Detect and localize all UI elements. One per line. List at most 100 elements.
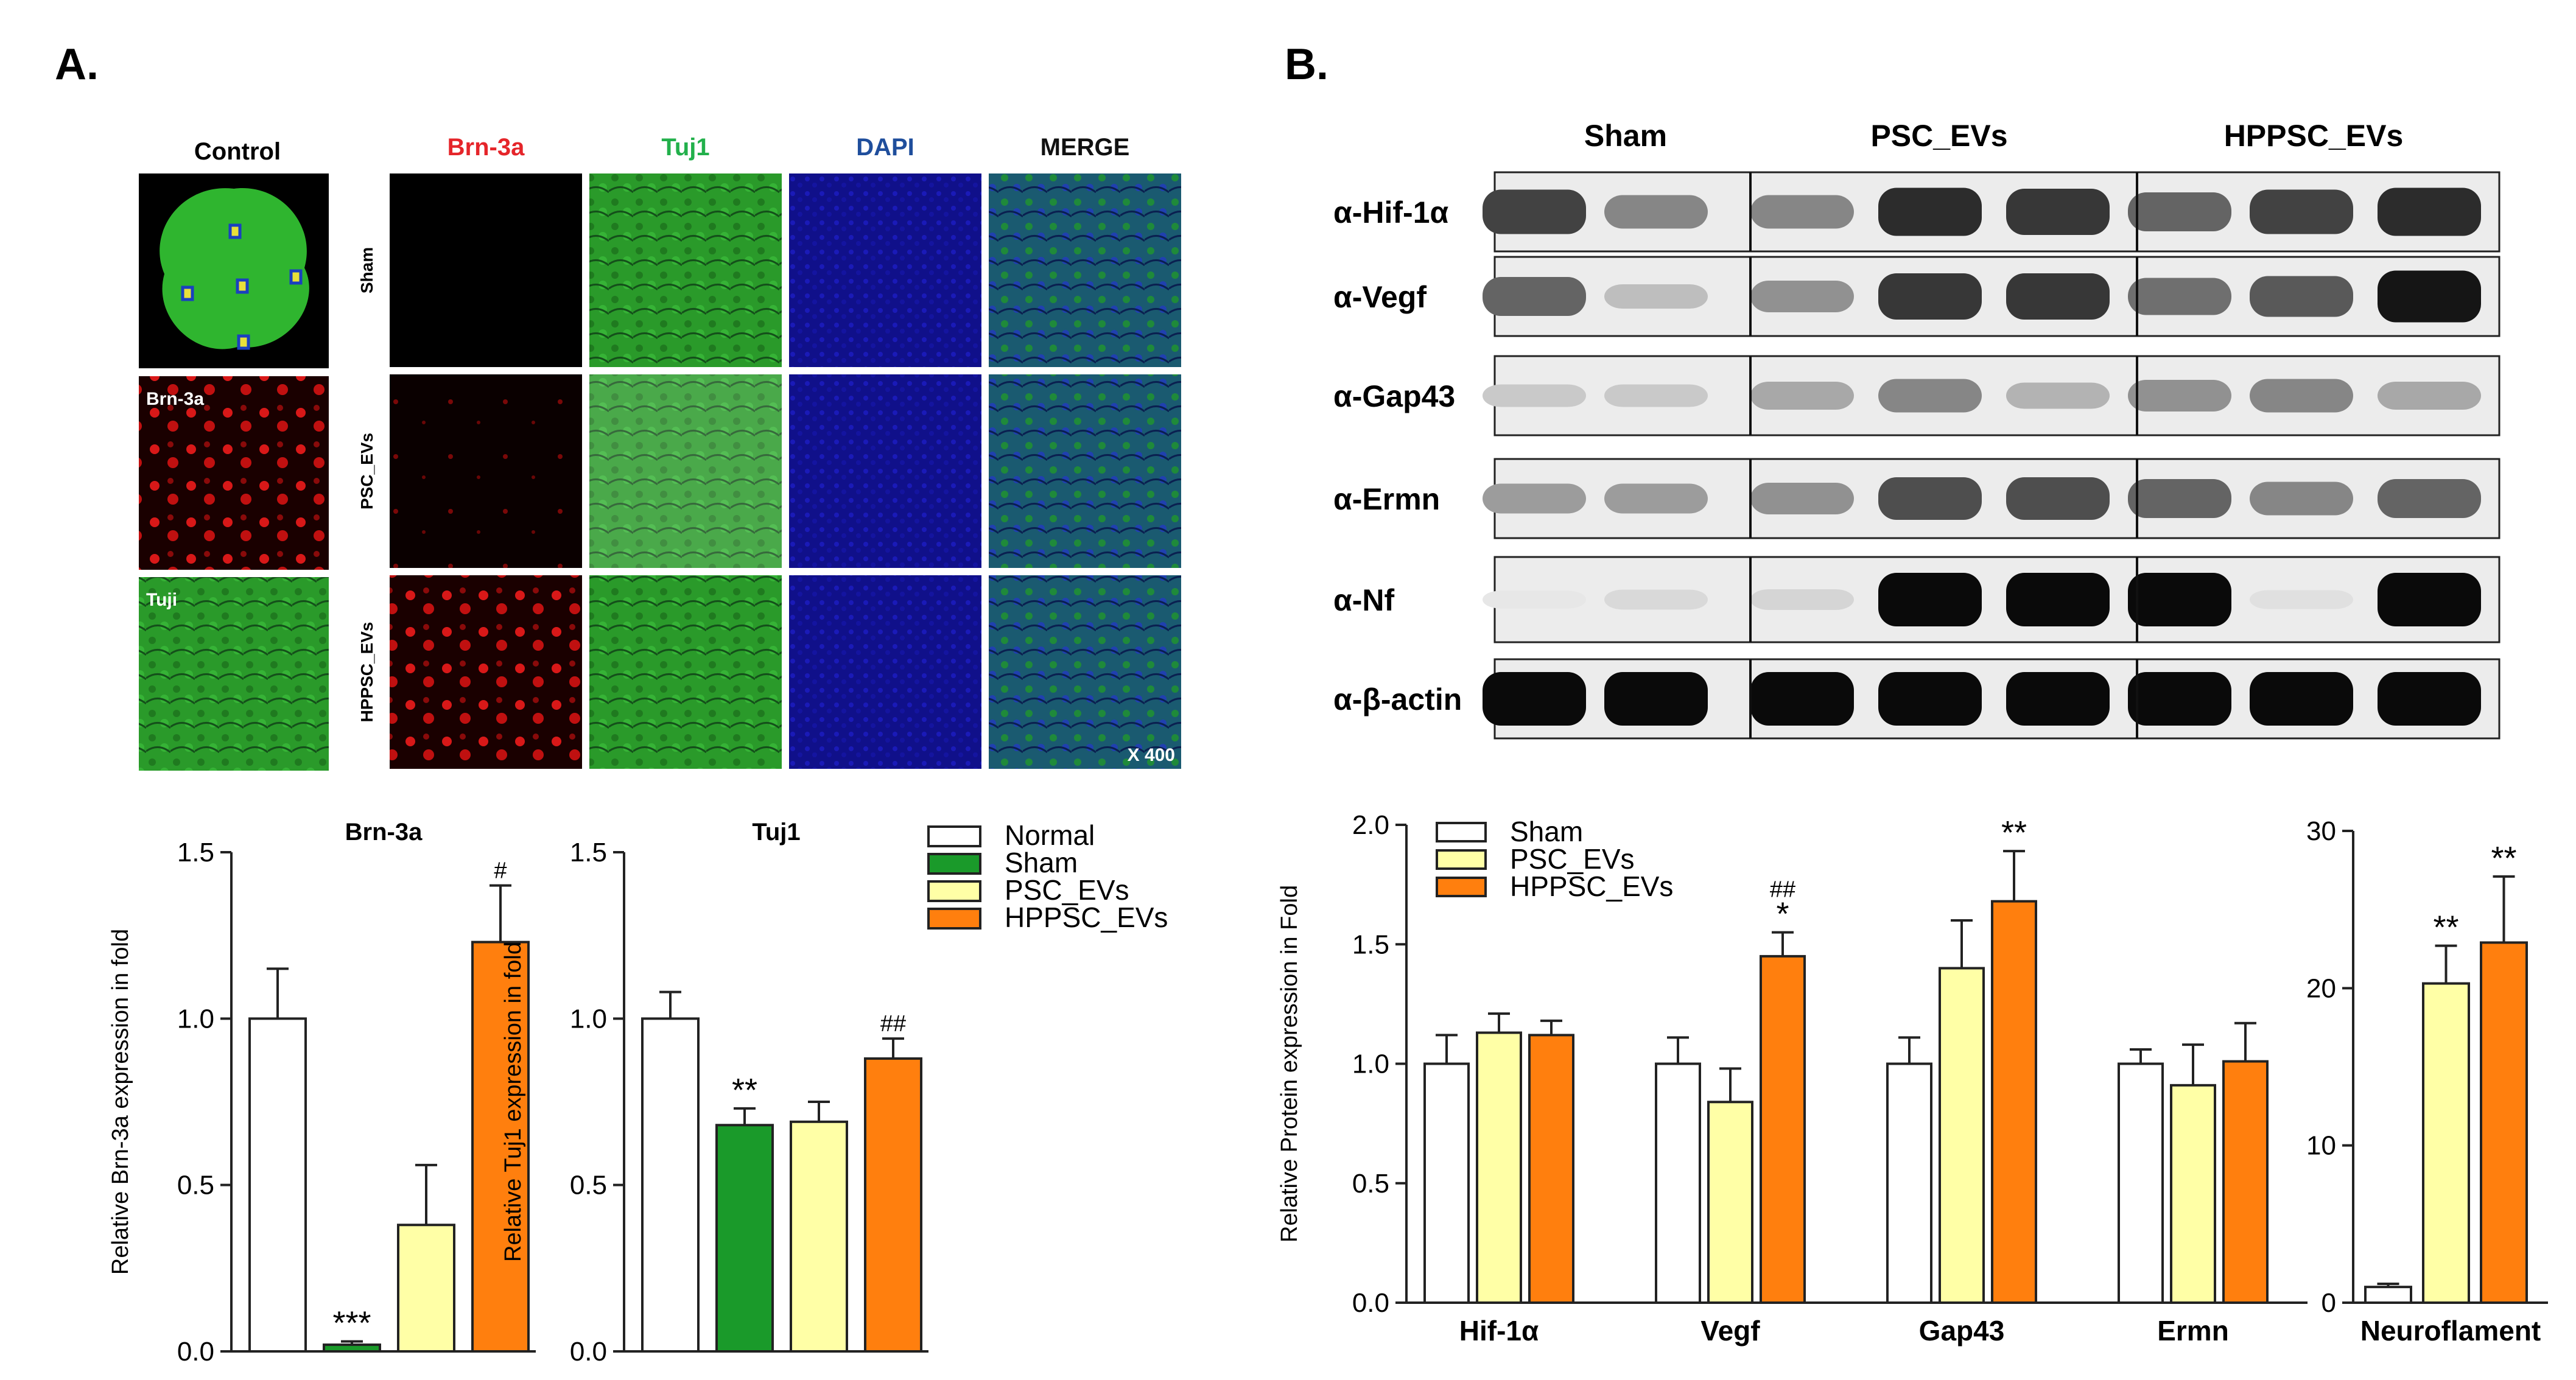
blot-band (2378, 382, 2481, 410)
sampling-region-marker (181, 285, 194, 301)
image-hppsc-tuj1 (589, 575, 782, 769)
control-brn3a-image (139, 376, 329, 570)
blot-band (1604, 483, 1708, 514)
bar (1528, 1034, 1574, 1305)
bar (1939, 967, 1985, 1304)
row-label-sham: Sham (357, 247, 376, 293)
significance-marker: ** (732, 1072, 757, 1109)
significance-marker: ** (2433, 909, 2458, 946)
bar (790, 1120, 848, 1353)
blot-band (2250, 276, 2353, 317)
blot-band (1878, 573, 1982, 626)
blot-label: α-β-actin (1333, 682, 1462, 716)
image-hppsc-brn3a (390, 575, 582, 769)
channel-header-merge: MERGE (1041, 134, 1130, 161)
blot-band (1483, 590, 1586, 609)
magnification-label: X 400 (1128, 745, 1175, 765)
y-tick-label: 10 (2306, 1131, 2336, 1161)
y-tick-label: 1.5 (1352, 930, 1389, 959)
chart-3: 0 10 20 30 ** ** Neuroflament (2306, 816, 2548, 1347)
control-tuj1-image (139, 577, 329, 771)
blot-band (2128, 192, 2231, 231)
blot-label: α-Gap43 (1333, 379, 1455, 413)
blot-band (2128, 278, 2231, 315)
y-tick-label: 0.5 (570, 1171, 607, 1200)
legend-swatch (1436, 849, 1487, 870)
blot-band (2250, 482, 2353, 516)
blot-band (1750, 589, 1854, 610)
blot-band (2006, 672, 2110, 726)
chart-title: Brn-3a (345, 819, 423, 846)
blot-band (2006, 189, 2110, 235)
chart-2: 0.0 0.5 1.0 1.5 2.0 Relative Protein expressi… (1277, 810, 2308, 1347)
blot-band (1604, 284, 1708, 309)
blot-group-header: HPPSC_EVs (2224, 119, 2404, 153)
row-label-hppsc-evs: HPPSC_EVs (357, 622, 376, 723)
sampling-region-marker (289, 269, 303, 285)
image-psc-brn3a (390, 374, 582, 568)
y-axis-label: Relative Brn-3a expression in fold (108, 929, 133, 1275)
bar (2118, 1062, 2164, 1304)
significance-marker-line: ** (2001, 814, 2027, 851)
image-hppsc-merge (989, 575, 1181, 769)
blot-band (1483, 384, 1586, 407)
bar (2480, 941, 2528, 1304)
chart-0: 0.0 0.5 1.0 1.5 Relative Brn-3a expression i… (108, 819, 536, 1367)
y-tick-label: 1.5 (570, 838, 607, 867)
image-sham-brn3a (390, 173, 582, 367)
control-tuj1-label: Tuji (146, 590, 177, 610)
blot-band (1750, 281, 1854, 312)
panel-a-label: A. (55, 40, 99, 89)
bar (1655, 1062, 1701, 1304)
bar (864, 1057, 922, 1353)
x-tick-label: Neuroflament (2360, 1315, 2541, 1347)
blot-band (2128, 380, 2231, 412)
blot-label: α-Vegf (1333, 280, 1427, 314)
blot-band (1878, 379, 1982, 413)
blot-band (2378, 270, 2481, 323)
blot-group-headers: Sham PSC_EVs HPPSC_EVs (1584, 119, 2403, 153)
bar (2170, 1084, 2216, 1304)
bar (323, 1343, 381, 1353)
blot-label: α-Hif-1α (1333, 195, 1448, 229)
x-tick-label: Hif-1α (1459, 1315, 1539, 1347)
significance-marker: # (494, 858, 507, 884)
bar (715, 1124, 774, 1353)
blot-band (2128, 672, 2231, 726)
blot-band (1750, 672, 1854, 726)
image-psc-tuj1 (589, 374, 782, 568)
y-tick-label: 30 (2306, 816, 2336, 846)
y-tick-label: 2.0 (1352, 810, 1389, 840)
image-sham-tuj1 (589, 173, 782, 367)
bar (2222, 1060, 2269, 1304)
significance-marker-line: ## (1770, 877, 1795, 903)
chart-title: Tuj1 (752, 819, 800, 846)
blot-band (1878, 477, 1982, 520)
significance-marker-line: ** (2491, 840, 2516, 877)
bar (1423, 1062, 1470, 1304)
significance-marker: ## (880, 1011, 906, 1037)
blot-band (2378, 479, 2481, 518)
bar (1991, 900, 2037, 1304)
bar (1886, 1062, 1932, 1304)
blot-band (2006, 573, 2110, 626)
blot-band (1878, 187, 1982, 236)
bar (641, 1017, 700, 1353)
blot-band (2250, 590, 2353, 609)
panel-b-label: B. (1285, 40, 1328, 89)
micrograph-grid: X 400 (390, 173, 1181, 769)
blot-band (1483, 277, 1586, 316)
blot-band (2378, 187, 2481, 236)
y-tick-label: 0.5 (1352, 1169, 1389, 1199)
legend-swatch (927, 880, 981, 902)
y-tick-label: 0.0 (570, 1337, 607, 1367)
blot-band (1483, 672, 1586, 726)
blot-group-header: Sham (1584, 119, 1667, 153)
x-tick-label: Ermn (2157, 1315, 2229, 1347)
blot-label: α-Nf (1333, 583, 1394, 617)
blot-band (1750, 483, 1854, 514)
sampling-region-marker (228, 223, 242, 239)
bar (397, 1224, 455, 1353)
